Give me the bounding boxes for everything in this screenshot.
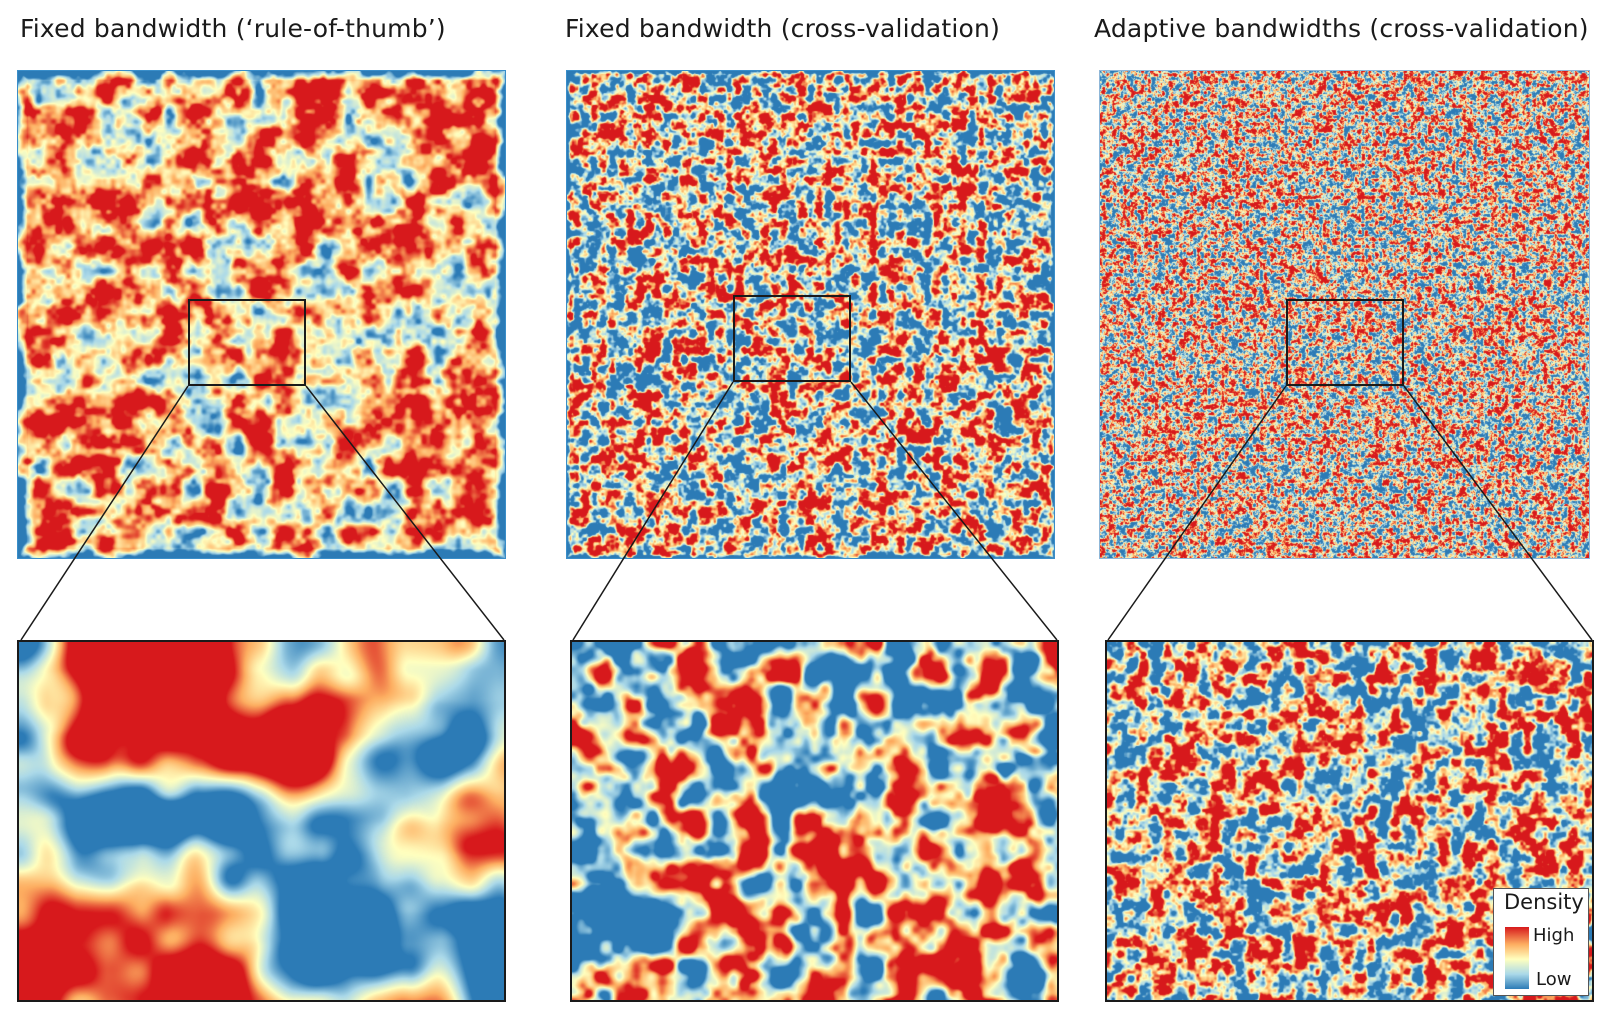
density-map-fixed-cv xyxy=(566,70,1055,559)
density-map-fixed-cv-canvas xyxy=(567,71,1054,558)
legend-title: Density xyxy=(1504,890,1584,914)
zoom-panel-rule-of-thumb-canvas xyxy=(19,642,504,1000)
density-map-rule-of-thumb-canvas xyxy=(18,71,505,558)
legend-high-label: High xyxy=(1533,925,1575,946)
panel-title-adaptive-cv: Adaptive bandwidths (cross-validation) xyxy=(1094,14,1589,43)
panel-title-fixed-cv: Fixed bandwidth (cross-validation) xyxy=(565,14,1001,43)
zoom-panel-adaptive-cv xyxy=(1105,640,1594,1002)
panel-title-rule-of-thumb: Fixed bandwidth (‘rule-of-thumb’) xyxy=(20,14,446,43)
legend-low-label: Low xyxy=(1536,969,1572,990)
density-map-rule-of-thumb xyxy=(17,70,506,559)
density-map-adaptive-cv-canvas xyxy=(1100,71,1589,558)
zoom-panel-fixed-cv xyxy=(570,640,1059,1002)
zoom-panel-rule-of-thumb xyxy=(17,640,506,1002)
zoom-panel-fixed-cv-canvas xyxy=(572,642,1057,1000)
density-legend: Density High Low xyxy=(1493,888,1589,996)
legend-color-ramp xyxy=(1505,927,1529,989)
density-map-adaptive-cv xyxy=(1099,70,1590,559)
